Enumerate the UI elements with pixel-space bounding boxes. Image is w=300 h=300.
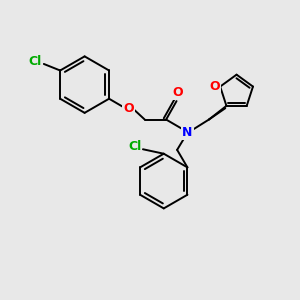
- Text: Cl: Cl: [128, 140, 141, 153]
- Text: Cl: Cl: [29, 55, 42, 68]
- Text: O: O: [209, 80, 220, 93]
- Text: N: N: [182, 125, 193, 139]
- Text: O: O: [173, 86, 183, 99]
- Text: O: O: [123, 102, 134, 115]
